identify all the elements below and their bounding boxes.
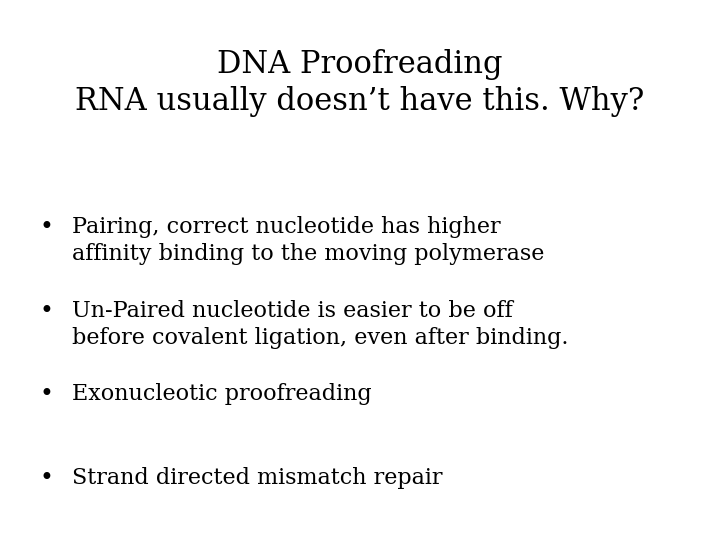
- Text: Pairing, correct nucleotide has higher
affinity binding to the moving polymerase: Pairing, correct nucleotide has higher a…: [72, 216, 544, 265]
- Text: •: •: [40, 383, 53, 407]
- Text: Exonucleotic proofreading: Exonucleotic proofreading: [72, 383, 372, 406]
- Text: •: •: [40, 216, 53, 239]
- Text: Un-Paired nucleotide is easier to be off
before covalent ligation, even after bi: Un-Paired nucleotide is easier to be off…: [72, 300, 569, 349]
- Text: •: •: [40, 300, 53, 323]
- Text: Strand directed mismatch repair: Strand directed mismatch repair: [72, 467, 443, 489]
- Text: DNA Proofreading
RNA usually doesn’t have this. Why?: DNA Proofreading RNA usually doesn’t hav…: [76, 49, 644, 117]
- Text: •: •: [40, 467, 53, 490]
